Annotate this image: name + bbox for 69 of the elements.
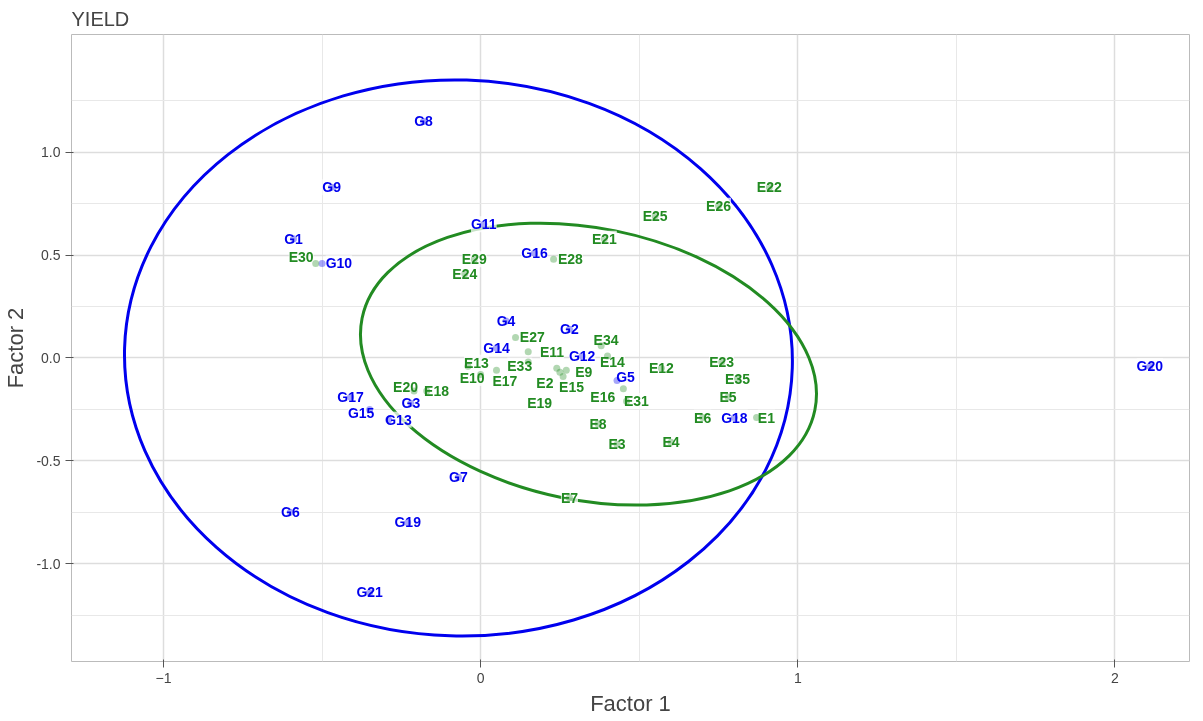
data-label: E15: [559, 378, 585, 395]
data-label: E10: [459, 369, 485, 386]
chart-title: YIELD: [71, 7, 130, 30]
point: [562, 366, 570, 374]
point: [553, 364, 561, 372]
data-label: E5: [719, 389, 737, 406]
data-label: E4: [662, 434, 680, 451]
point: [524, 348, 532, 356]
data-label: E1: [757, 409, 776, 426]
data-label: G15: [347, 404, 375, 421]
x-axis-title: Factor 1: [590, 690, 671, 716]
data-label: E9: [575, 364, 593, 381]
data-label: G7: [449, 469, 468, 486]
data-label: G19: [394, 514, 422, 531]
y-tick-label: 1.0: [41, 144, 61, 161]
data-label: G8: [414, 113, 434, 130]
data-label: E34: [593, 331, 619, 348]
data-label: E17: [492, 372, 518, 389]
data-label: E13: [463, 354, 490, 371]
data-label: G21: [356, 584, 384, 601]
y-tick-label: -1.0: [36, 555, 61, 572]
data-label: E3: [608, 436, 626, 453]
point: [619, 385, 627, 393]
point: [493, 366, 500, 374]
data-label: E14: [599, 353, 626, 370]
y-tick-label: 0.5: [41, 247, 61, 264]
x-tick-label: −1: [155, 669, 172, 686]
data-label: E20: [393, 379, 419, 396]
data-label: G5: [616, 369, 636, 386]
point: [550, 255, 558, 263]
data-label: G4: [496, 312, 516, 329]
data-label: E22: [756, 179, 782, 196]
data-label: G20: [1136, 358, 1164, 375]
y-tick-label: -0.5: [36, 452, 61, 469]
data-label: E33: [507, 357, 533, 374]
data-label: G10: [325, 255, 353, 272]
data-label: E12: [648, 360, 675, 377]
data-label: E35: [725, 370, 751, 387]
x-tick-label: 0: [476, 669, 485, 686]
data-label: G6: [281, 504, 300, 521]
data-label: E16: [590, 389, 616, 406]
y-axis-title: Factor 2: [3, 307, 29, 389]
data-label: E25: [642, 208, 668, 225]
y-tick-label: 0.0: [41, 349, 61, 366]
data-label: E31: [623, 393, 649, 410]
data-label: E6: [694, 409, 712, 426]
data-label: E11: [539, 343, 565, 360]
data-label: G17: [337, 389, 365, 406]
data-label: E27: [519, 329, 545, 346]
point: [318, 259, 326, 267]
data-label: G13: [385, 411, 412, 428]
data-label: E18: [424, 382, 450, 399]
data-label: E28: [557, 251, 584, 268]
data-label: E7: [560, 489, 579, 506]
data-label: E8: [589, 415, 607, 432]
point: [559, 372, 567, 380]
data-label: E24: [452, 265, 478, 282]
data-label: G14: [483, 339, 510, 356]
data-label: E19: [527, 395, 553, 412]
data-label: G9: [322, 179, 342, 196]
point: [312, 259, 320, 267]
point: [512, 333, 520, 341]
data-label: E2: [536, 374, 554, 391]
data-label: G2: [560, 321, 579, 338]
data-label: E30: [288, 249, 314, 266]
data-label: G3: [401, 395, 421, 412]
data-label: G1: [284, 230, 304, 247]
x-tick-label: 2: [1111, 669, 1120, 686]
x-tick-label: 1: [793, 669, 802, 686]
